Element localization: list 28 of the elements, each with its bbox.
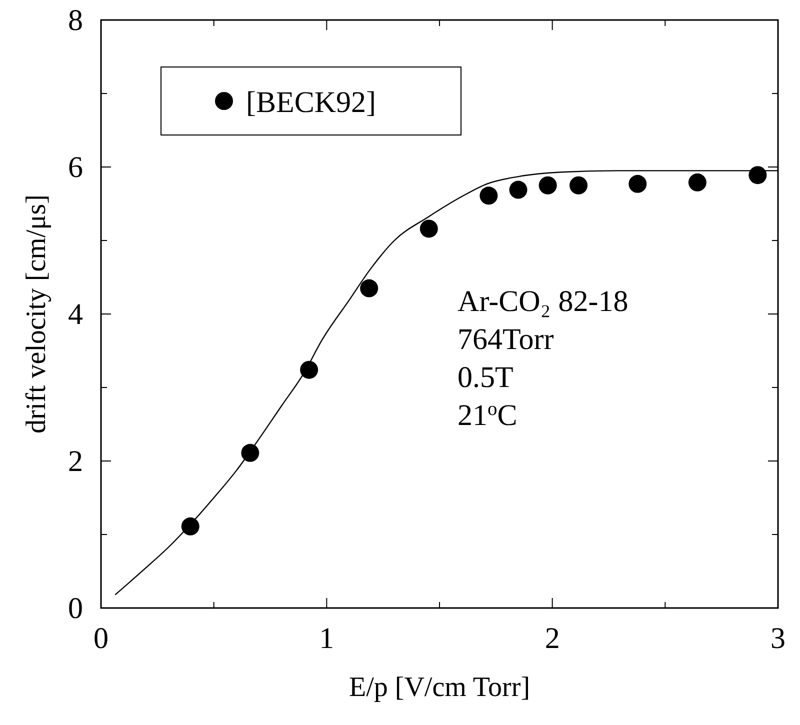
y-axis-title: drift velocity [cm/μs] xyxy=(21,194,52,434)
y-tick-label: 6 xyxy=(68,151,83,184)
y-tick-label: 0 xyxy=(68,592,83,625)
point xyxy=(360,279,378,298)
point xyxy=(509,180,528,199)
x-tick-label: 1 xyxy=(319,622,334,655)
point xyxy=(420,220,438,238)
legend-label: [BECK92] xyxy=(246,86,376,119)
annotation: Ar-CO₂ 82-18 xyxy=(458,285,628,318)
x-tick-label: 3 xyxy=(770,622,786,655)
annotation: 21$^{o}$C xyxy=(458,398,518,432)
annotation: 764Torr xyxy=(458,323,554,356)
x-tick-label: 2 xyxy=(544,622,560,655)
point xyxy=(181,517,200,536)
point xyxy=(241,444,260,462)
point xyxy=(538,176,557,194)
x-axis-title: E/p [V/cm Torr] xyxy=(348,672,530,703)
y-tick-label: 8 xyxy=(68,4,83,37)
point xyxy=(480,186,498,205)
x-tick-label: 0 xyxy=(94,622,108,655)
point xyxy=(570,176,588,194)
point xyxy=(300,360,318,379)
y-tick-label: 4 xyxy=(68,298,83,331)
point xyxy=(688,173,706,192)
annotation: 0.5T xyxy=(458,361,514,394)
y-tick-label: 2 xyxy=(68,445,83,478)
point xyxy=(628,174,647,193)
point xyxy=(748,166,767,184)
